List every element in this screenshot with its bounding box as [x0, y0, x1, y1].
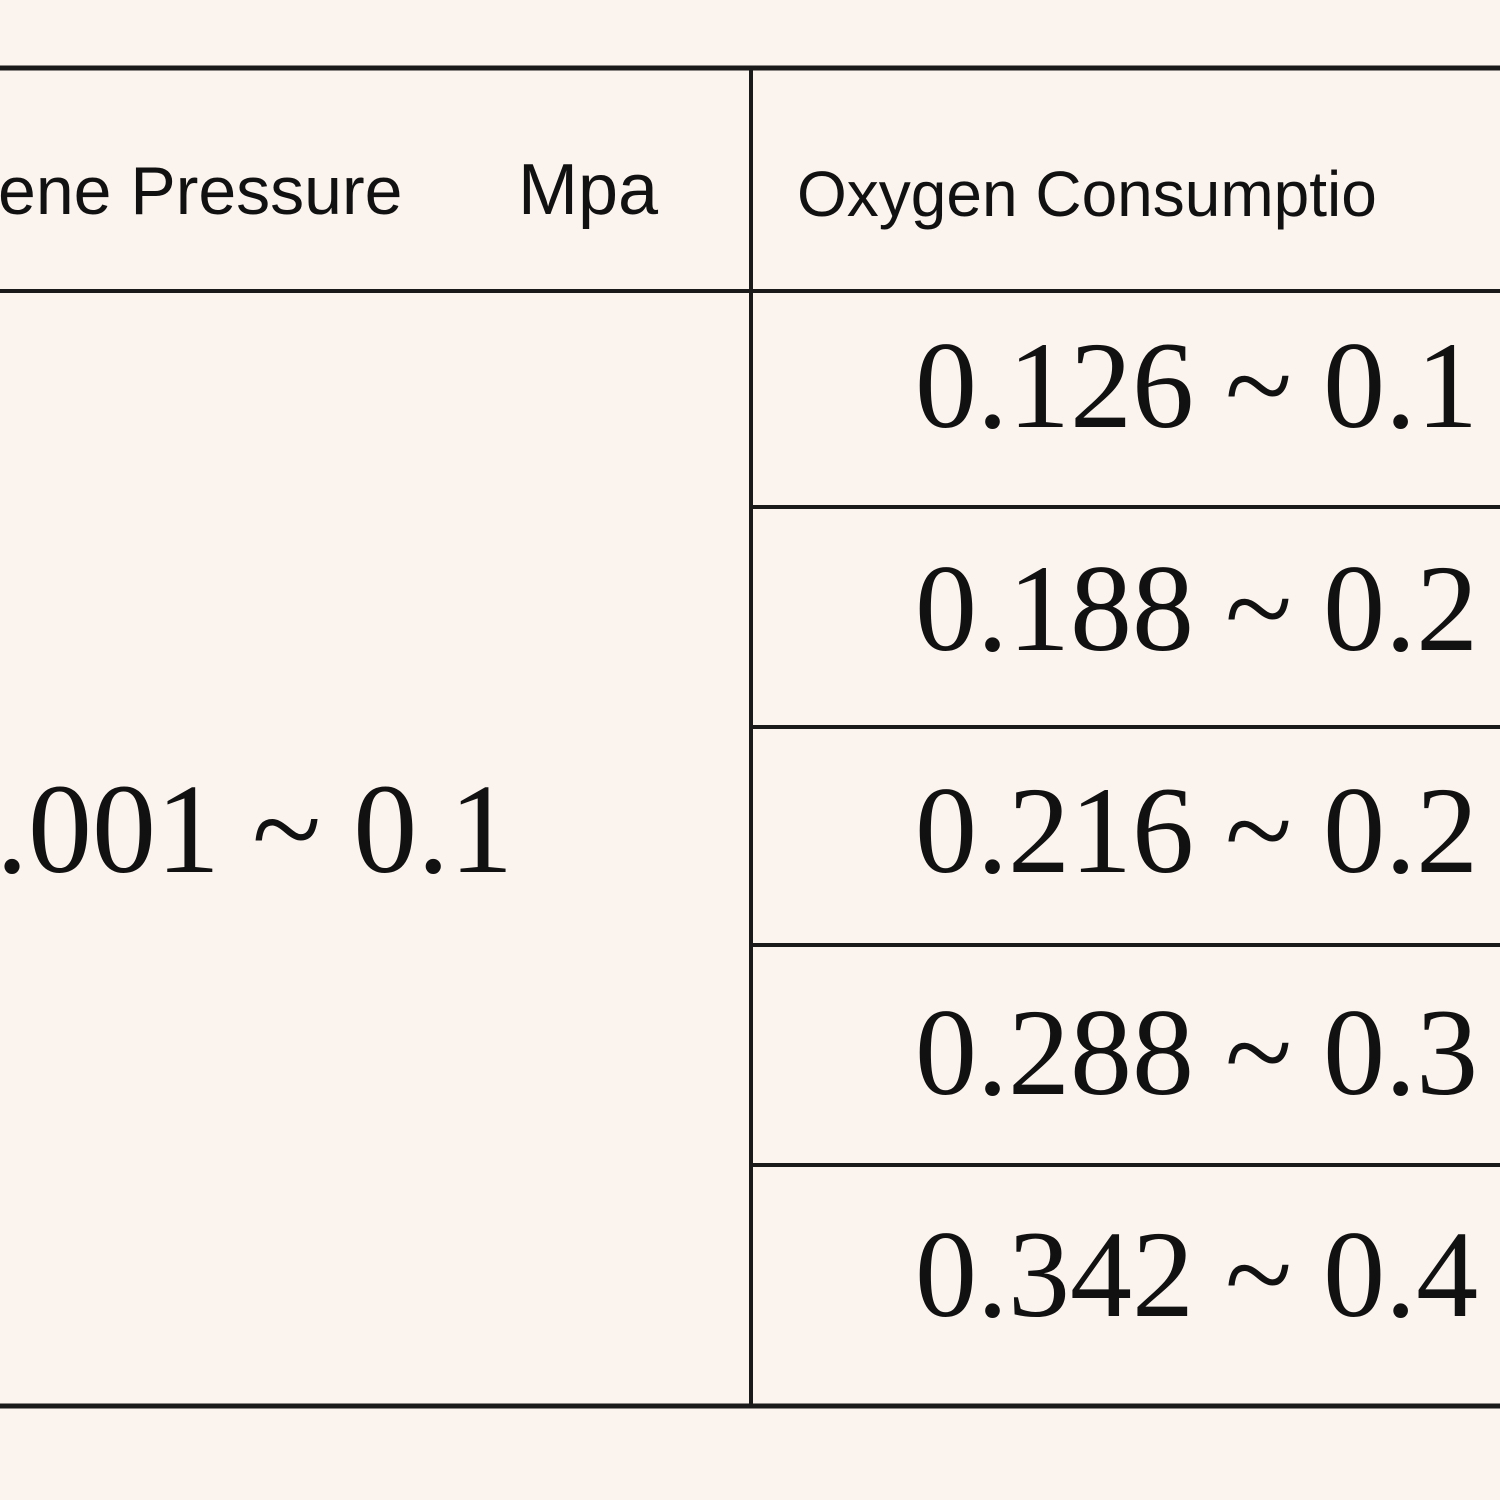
oxygen-value: 0.216 ~ 0.2	[915, 762, 1478, 899]
header-label: ene Pressure	[0, 153, 402, 229]
oxygen-value: 0.288 ~ 0.3	[915, 984, 1478, 1121]
header-unit: Mpa	[518, 150, 659, 230]
value-rows: 0.126 ~ 0.1 0.188 ~ 0.2 0.216 ~ 0.2 0.288 ~…	[915, 317, 1478, 1343]
oxygen-value: 0.188 ~ 0.2	[915, 540, 1478, 677]
header-label: Oxygen Consumptio	[797, 158, 1377, 230]
oxygen-value: 0.126 ~ 0.1	[915, 317, 1478, 454]
pressure-value: .001 ~ 0.1	[0, 758, 513, 900]
oxygen-value: 0.342 ~ 0.4	[915, 1206, 1478, 1343]
